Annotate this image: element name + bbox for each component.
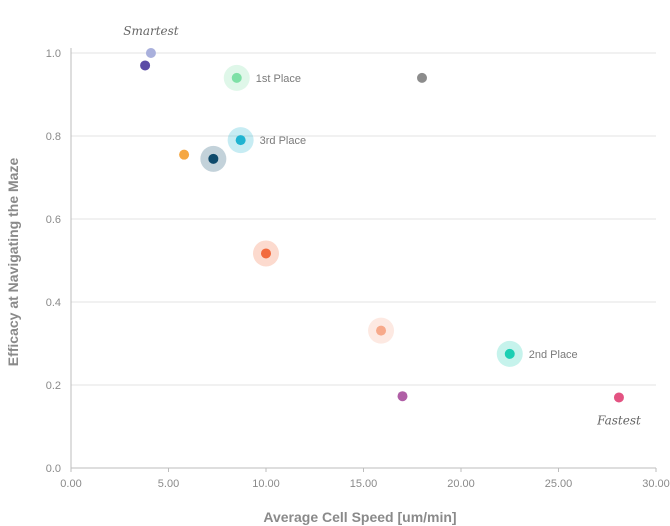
data-point-2 xyxy=(223,64,250,91)
point-marker xyxy=(179,149,190,160)
point-marker xyxy=(235,135,246,146)
data-point-8 xyxy=(368,317,395,344)
point-marker xyxy=(261,248,271,259)
y-tick-label: 1.0 xyxy=(46,48,61,60)
x-tick-label: 15.00 xyxy=(350,478,378,490)
x-tick-label: 25.00 xyxy=(545,478,573,490)
x-tick-label: 30.00 xyxy=(642,478,670,490)
data-point-9 xyxy=(496,340,523,367)
point-marker xyxy=(231,72,242,83)
data-point-3 xyxy=(417,72,427,83)
point-marker xyxy=(613,392,624,403)
x-tick-label: 10.00 xyxy=(252,478,280,490)
point-marker xyxy=(504,348,515,359)
point-marker xyxy=(208,153,219,164)
y-tick-label: 0.2 xyxy=(46,380,61,392)
point-labels: 1st Place 3rd Place 2nd Place Smartest Faste… xyxy=(123,24,641,427)
y-tick-label: 0.8 xyxy=(46,131,61,143)
annotation-smartest: Smartest xyxy=(123,24,179,38)
x-tick-label: 0.00 xyxy=(60,478,81,490)
data-point-1 xyxy=(140,60,151,71)
axes xyxy=(70,48,657,472)
data-point-11 xyxy=(613,392,624,403)
grid-lines xyxy=(71,52,656,386)
data-point-4 xyxy=(227,127,254,154)
data-points xyxy=(140,48,624,403)
data-point-7 xyxy=(253,240,279,267)
data-point-6 xyxy=(200,145,227,172)
point-label: 2nd Place xyxy=(529,349,578,361)
x-axis-title: Average Cell Speed [um/min] xyxy=(263,509,456,525)
point-label: 1st Place xyxy=(256,73,301,85)
point-label: 3rd Place xyxy=(260,135,306,147)
data-point-5 xyxy=(179,149,190,160)
y-axis-title: Efficacy at Navigating the Maze xyxy=(5,158,21,367)
x-tick-label: 20.00 xyxy=(447,478,475,490)
data-point-0 xyxy=(145,48,156,58)
y-tick-label: 0.0 xyxy=(46,463,61,475)
annotation-fastest: Fastest xyxy=(596,413,641,427)
y-tick-label: 0.6 xyxy=(46,214,61,226)
point-marker xyxy=(376,325,387,336)
y-tick-label: 0.4 xyxy=(46,297,61,309)
point-marker xyxy=(417,72,427,83)
tick-labels: 0.0 0.2 0.4 0.6 0.8 1.0 0.00 5.00 10.00 15.00 20.0… xyxy=(46,48,670,490)
data-point-10 xyxy=(397,391,408,402)
x-tick-label: 5.00 xyxy=(158,478,179,490)
point-marker xyxy=(140,60,151,71)
point-marker xyxy=(145,48,156,58)
point-marker xyxy=(397,391,408,402)
